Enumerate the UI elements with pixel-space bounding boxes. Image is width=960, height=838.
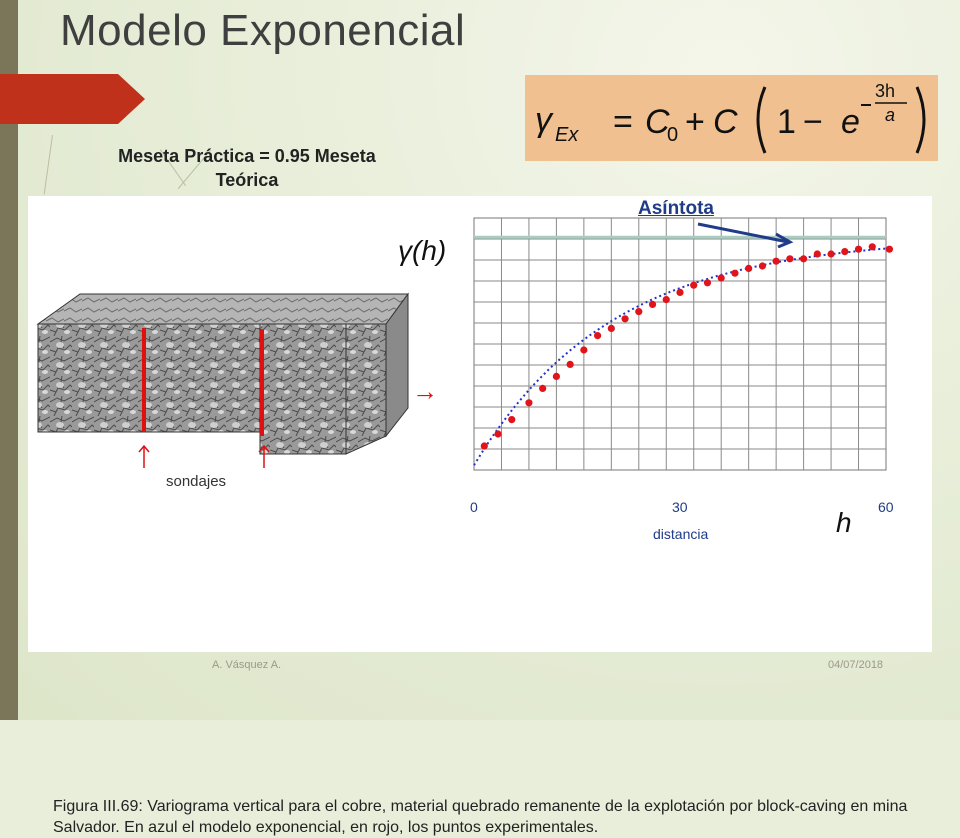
experimental-point	[539, 384, 547, 392]
experimental-point	[745, 264, 753, 272]
block-right-edge	[385, 292, 409, 438]
experimental-point	[703, 279, 712, 287]
sondajes-label: sondajes	[166, 473, 226, 490]
formula-plus: +	[685, 103, 705, 141]
variogram-chart	[473, 217, 894, 471]
formula-close-paren	[915, 86, 926, 154]
experimental-point	[813, 250, 821, 258]
transition-arrow: →	[412, 376, 438, 406]
variogram-figure: sondajes → γ(h) 0 30 60 h distancia Figu…	[28, 196, 932, 836]
formula-c0-sub: 0	[667, 124, 678, 146]
experimental-point	[731, 269, 739, 277]
drillhole-arrowhead-1	[138, 444, 150, 453]
experimental-point	[635, 308, 643, 316]
experimental-point	[621, 315, 629, 323]
x-axis-variable: h	[836, 507, 852, 538]
experimental-point	[786, 255, 794, 263]
formula-exp-num: 3h	[875, 81, 895, 101]
experimental-point	[827, 250, 835, 258]
experimental-point	[841, 248, 849, 256]
x-tick-label: 60	[878, 499, 894, 515]
experimental-point	[800, 255, 808, 263]
left-accent-bar	[0, 0, 18, 720]
formula-box: γ Ex = C 0 + C 1 − e 3h a	[525, 75, 938, 161]
formula-e: e	[841, 103, 860, 141]
experimental-point	[525, 399, 533, 407]
figure-canvas: sondajes → γ(h) 0 30 60 h distancia	[36, 217, 894, 542]
accent-flag	[0, 74, 145, 124]
subtitle-line-1: Meseta Práctica = 0.95 Meseta	[118, 146, 376, 166]
formula-c0: C	[645, 103, 670, 141]
block-top-face	[36, 293, 409, 325]
y-axis-label: γ(h)	[398, 235, 446, 266]
block-side-face	[345, 323, 387, 455]
formula-gamma-sub: Ex	[555, 124, 579, 146]
experimental-point	[717, 274, 725, 282]
practical-sill-note: Meseta Práctica = 0.95 Meseta Teórica	[52, 144, 442, 192]
experimental-point	[772, 257, 780, 265]
experimental-point	[494, 430, 502, 438]
experimental-point	[648, 300, 657, 308]
drillhole-arrowhead-2	[258, 444, 270, 453]
experimental-point	[552, 372, 561, 380]
asymptote-label: Asíntota	[638, 198, 714, 219]
asymptote-arrow	[697, 222, 794, 248]
experimental-point	[607, 324, 615, 332]
experimental-point	[690, 281, 698, 289]
figure-caption: Figura III.69: Variograma vertical para …	[53, 798, 908, 836]
x-tick-label: 30	[672, 499, 688, 515]
x-tick-label: 0	[470, 499, 478, 515]
experimental-point	[594, 332, 602, 340]
experimental-point	[580, 346, 588, 354]
broken-rock-block	[36, 292, 409, 455]
footer-date: 04/07/2018	[828, 659, 884, 671]
experimental-point	[854, 245, 863, 253]
footer-author: A. Vásquez A.	[212, 659, 282, 671]
experimental-point	[480, 442, 488, 450]
experimental-point	[662, 296, 670, 304]
drillhole-arrows	[138, 444, 270, 468]
formula-one: 1	[777, 103, 796, 141]
experimental-point	[758, 262, 767, 270]
x-axis-label: distancia	[653, 526, 708, 542]
formula-exp-den: a	[885, 105, 895, 125]
formula-open-paren	[756, 86, 767, 154]
formula-minus: −	[803, 103, 823, 141]
formula-equals: =	[613, 103, 633, 141]
block-corner-face	[259, 323, 347, 455]
experimental-point	[868, 243, 876, 251]
block-front-face	[37, 323, 261, 433]
experimental-point	[885, 245, 894, 253]
formula-c: C	[713, 103, 738, 141]
experimental-point	[508, 416, 516, 424]
formula-gamma: γ	[535, 101, 554, 139]
subtitle-line-2: Teórica	[215, 170, 279, 190]
experimental-point	[676, 288, 684, 296]
experimental-point	[566, 360, 574, 368]
exponential-formula: γ Ex = C 0 + C 1 − e 3h a	[535, 81, 926, 154]
slide-title: Modelo Exponencial	[60, 6, 466, 55]
